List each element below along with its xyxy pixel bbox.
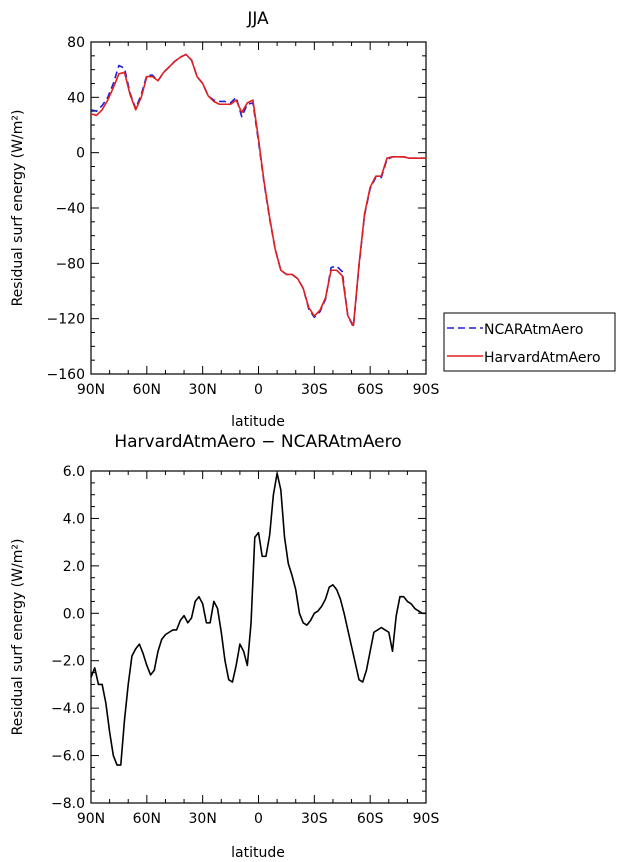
chart-bottom: HarvardAtmAero − NCARAtmAero latitude Re… [10, 432, 439, 861]
y-tick-label: −120 [47, 312, 85, 328]
x-tick-label: 0 [254, 382, 263, 398]
x-tick-label: 60S [357, 382, 384, 398]
legend-entry-ncar: NCARAtmAero [484, 322, 583, 338]
legend: NCARAtmAero HarvardAtmAero [443, 312, 616, 372]
x-tick-label: 30S [301, 811, 328, 827]
x-tick-label: 60S [357, 811, 384, 827]
y-tick-label: 4.0 [63, 511, 85, 527]
chart-title: JJA [246, 9, 269, 29]
plot-area: 90N 60N 30N 0 30S 60S 90S −8.0 −6.0 −4.0 −2.0 0.0 2.… [51, 464, 439, 827]
chart-top: JJA latitude Residual surf energy (W/m²)… [10, 9, 616, 430]
y-tick-label: 0 [76, 146, 85, 162]
x-tick-label: 90S [413, 382, 440, 398]
y-tick-label: −40 [55, 201, 85, 217]
x-tick-label: 60N [133, 811, 161, 827]
legend-entry-harvard: HarvardAtmAero [484, 350, 601, 366]
y-tick-label: −6.0 [51, 749, 85, 765]
x-tick-label: 90N [77, 382, 105, 398]
plot-area: 90N 60N 30N 0 30S 60S 90S −160 −120 −80 −40 0 40 80 [47, 35, 440, 398]
chart-title: HarvardAtmAero − NCARAtmAero [114, 432, 401, 452]
y-tick-label: −4.0 [51, 701, 85, 717]
y-tick-label: 2.0 [63, 559, 85, 575]
y-axis-label: Residual surf energy (W/m²) [10, 539, 26, 736]
series-line-difference [90, 472, 426, 766]
y-axis-label: Residual surf energy (W/m²) [10, 110, 26, 307]
x-axis-label: latitude [231, 414, 285, 430]
y-tick-label: 0.0 [63, 606, 85, 622]
x-tick-label: 90S [413, 811, 440, 827]
y-tick-label: −2.0 [51, 654, 85, 670]
plot-frame [90, 470, 427, 804]
y-tick-label: −80 [55, 256, 85, 272]
x-tick-label: 90N [77, 811, 105, 827]
legend-box [443, 312, 616, 372]
y-tick-label: −160 [47, 367, 85, 383]
x-tick-label: 30N [189, 811, 217, 827]
x-tick-label: 30N [189, 382, 217, 398]
y-tick-label: −8.0 [51, 796, 85, 812]
x-tick-label: 60N [133, 382, 161, 398]
x-axis-label: latitude [231, 845, 285, 861]
series-line-harvardatmaero [90, 53, 426, 327]
x-tick-label: 30S [301, 382, 328, 398]
y-tick-label: 80 [67, 35, 85, 51]
y-tick-label: 40 [67, 90, 85, 106]
y-tick-label: 6.0 [63, 464, 85, 480]
x-tick-label: 0 [254, 811, 263, 827]
